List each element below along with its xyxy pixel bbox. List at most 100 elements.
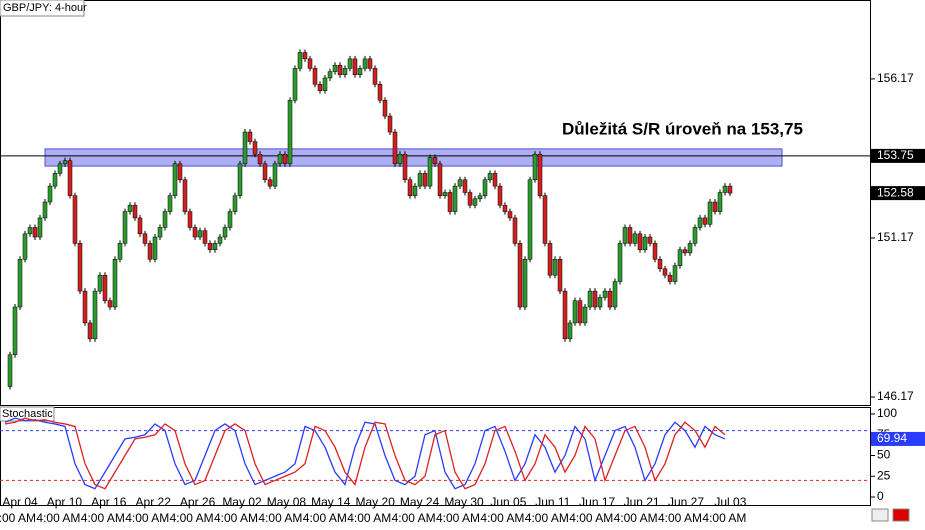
candle	[187, 211, 193, 228]
candle	[557, 259, 563, 292]
x-date-label: Apr 26	[180, 495, 216, 509]
candle	[637, 233, 643, 250]
x-time-label: 4:00 AM	[214, 511, 258, 525]
stoch-title: Stochastic	[2, 408, 53, 420]
candle	[222, 227, 228, 238]
x-date-label: Jun 05	[490, 495, 526, 509]
candle	[662, 268, 668, 276]
candle	[392, 131, 398, 165]
y-tick-label: 151.17	[877, 230, 914, 244]
candle	[547, 243, 553, 276]
candle	[202, 230, 208, 244]
candle	[502, 204, 508, 212]
x-time-label: 4:00 AM	[392, 511, 436, 525]
stoch-frame	[0, 407, 871, 506]
candle	[447, 192, 453, 212]
y-tick-label: 0	[877, 489, 884, 503]
candle	[302, 52, 308, 60]
close-button[interactable]	[892, 508, 910, 522]
y-tick-label: 50	[877, 448, 891, 462]
candle	[317, 84, 323, 91]
x-time-label: 4:00 AM	[36, 511, 80, 525]
candle	[577, 300, 583, 324]
candle	[647, 236, 653, 244]
candle	[642, 236, 648, 250]
candle	[227, 211, 233, 228]
x-date-label: Apr 10	[47, 495, 83, 509]
x-time-label: 4:00 AM	[569, 511, 613, 525]
candle	[382, 99, 388, 117]
candle	[337, 64, 343, 76]
candle	[12, 306, 18, 355]
candle	[607, 290, 613, 308]
candle	[32, 227, 38, 238]
candle	[142, 233, 148, 244]
candle	[122, 211, 128, 244]
x-time-label: 4:00 AM	[125, 511, 169, 525]
candle	[297, 52, 303, 69]
candle	[262, 163, 268, 181]
candle	[212, 243, 218, 250]
candle	[612, 281, 618, 308]
candle	[712, 201, 718, 212]
candle	[72, 195, 78, 244]
candle	[532, 154, 538, 181]
sr-level-label-box	[871, 148, 925, 163]
candle	[652, 243, 658, 260]
candle	[537, 154, 543, 196]
title-box	[0, 0, 85, 17]
candle	[247, 131, 253, 142]
scroll-button[interactable]	[871, 508, 889, 522]
candle	[87, 322, 93, 340]
candle	[462, 179, 468, 193]
candle	[267, 179, 273, 187]
candle	[342, 68, 348, 76]
candle	[482, 179, 488, 196]
x-date-label: Jul 03	[714, 495, 746, 509]
candle	[112, 259, 118, 308]
candle	[207, 243, 213, 250]
candle	[657, 259, 663, 270]
candle	[172, 163, 178, 196]
candle	[277, 154, 283, 165]
candle	[77, 243, 83, 292]
candle	[377, 84, 383, 101]
x-date-label: May 24	[400, 495, 440, 509]
candle	[7, 354, 13, 387]
candle	[192, 227, 198, 238]
candle	[157, 227, 163, 238]
candle	[177, 163, 183, 181]
candle	[287, 99, 293, 165]
candle	[127, 204, 133, 212]
candle	[167, 195, 173, 212]
candle	[372, 68, 378, 85]
candle	[497, 185, 503, 206]
candle	[467, 192, 473, 206]
candle	[457, 179, 463, 187]
candle	[527, 179, 533, 260]
candle	[627, 227, 633, 244]
y-tick-label: 156.17	[877, 71, 914, 85]
candle	[602, 290, 608, 298]
x-time-label: 4:00 AM	[81, 511, 125, 525]
candle	[477, 195, 483, 200]
candle	[52, 173, 58, 187]
candle	[47, 185, 53, 203]
x-date-label: Jun 17	[579, 495, 615, 509]
candle	[352, 58, 358, 76]
candle	[92, 290, 98, 340]
candle	[107, 300, 113, 308]
candle	[82, 290, 88, 324]
candle	[492, 173, 498, 187]
candle	[432, 157, 438, 165]
candle	[667, 274, 673, 282]
candle	[572, 300, 578, 324]
candle	[62, 160, 68, 165]
y-tick-label: 100	[877, 406, 897, 420]
candle	[362, 58, 368, 69]
candle	[702, 217, 708, 225]
candle	[722, 185, 728, 193]
candle	[292, 68, 298, 101]
x-time-label: 4:00 AM	[480, 511, 524, 525]
